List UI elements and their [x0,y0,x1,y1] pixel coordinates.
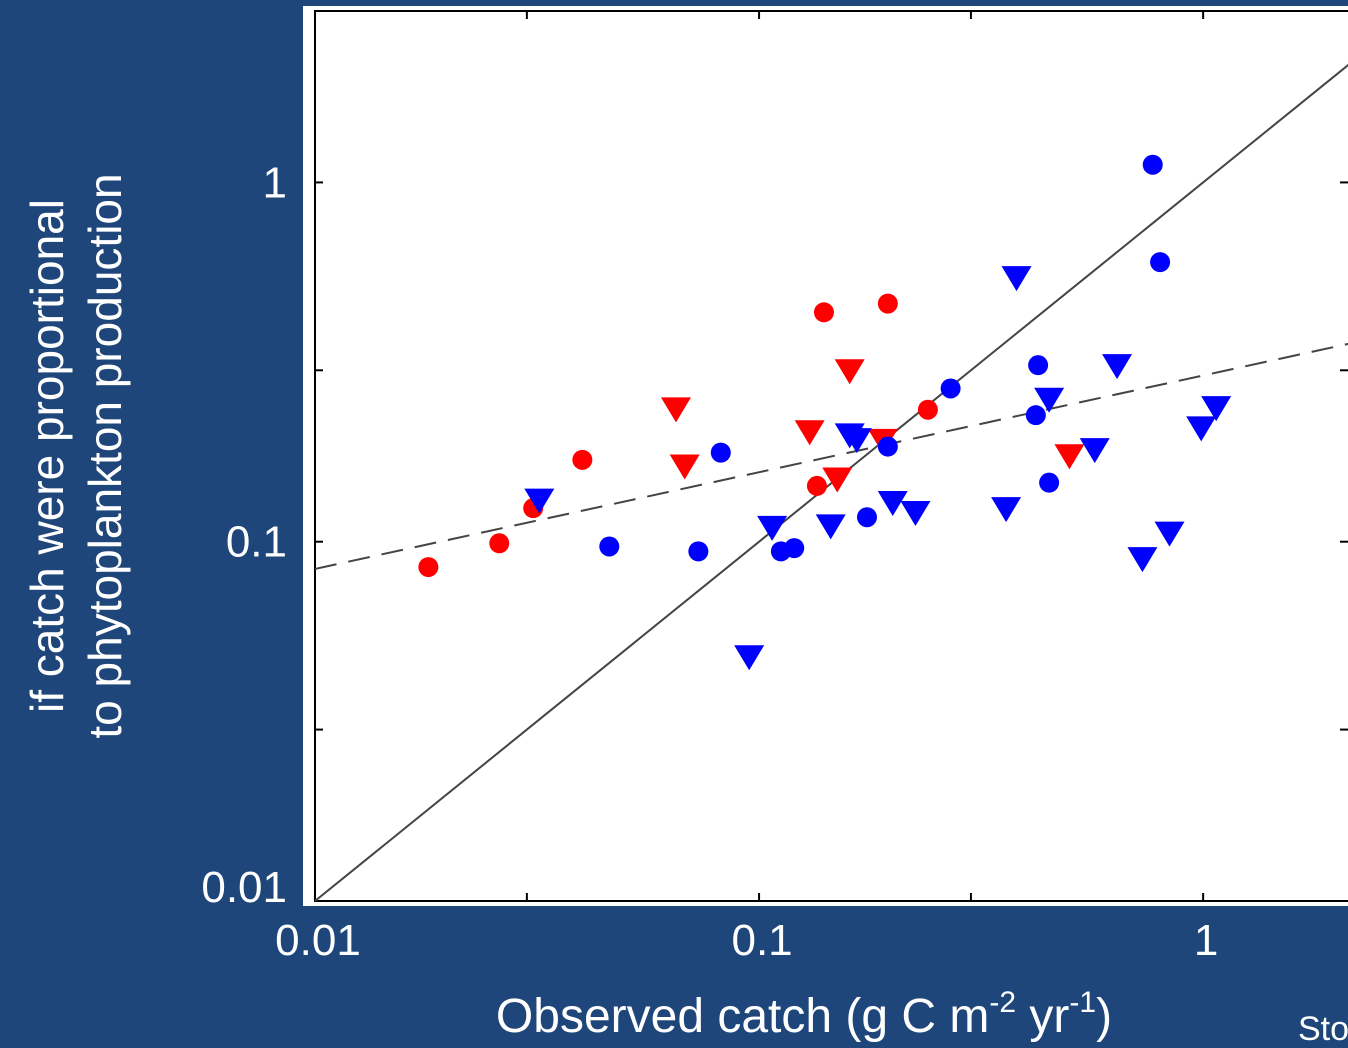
y-axis-label-line2: to phytoplankton production [79,173,131,738]
red-circle-point [806,475,827,496]
blue-triangle-point [1079,438,1110,464]
red-triangle-point [834,359,865,385]
x-axis-label-main: Observed catch (g C m [496,990,990,1043]
red-triangle-point [660,397,691,423]
blue-circle-point [940,378,961,399]
x-axis-label-sup1: -2 [989,986,1016,1019]
blue-triangle-point [1034,387,1065,413]
x-axis-label-end: ) [1096,990,1112,1043]
blue-circle-point [784,538,805,559]
tick-labels: 0.01 0.1 1 0.01 0.1 1 [201,158,1218,965]
red-circle-point [418,557,439,578]
blue-triangle-point [841,428,872,454]
red-circle-point [572,449,593,470]
x-tick-label: 0.01 [275,916,361,965]
x-axis-label-mid: yr [1016,990,1069,1043]
blue-triangle-point [1201,396,1232,422]
x-axis-label: Observed catch (g C m-2 yr-1) [496,986,1112,1043]
blue-triangle-point [1127,547,1158,573]
blue-triangle-point [1154,521,1185,547]
blue-circle-point [688,541,709,562]
red-triangle-point [669,454,700,480]
corner-text: Sto [1298,1010,1348,1043]
blue-triangle-point [757,515,788,541]
red-triangle-point [794,420,825,446]
blue-circle-point [1142,154,1163,175]
blue-circle-point [599,536,620,557]
red-circle-point [917,399,938,420]
blue-circle-point [856,507,877,528]
blue-triangle-point [877,490,908,516]
red-triangle-point [1054,444,1085,470]
one-to-one-line [314,63,1348,902]
blue-circle-point [1150,252,1171,273]
red-circle-point [489,533,510,554]
regression-line [314,342,1348,570]
data-points [418,154,1232,671]
blue-triangle-point [900,500,931,526]
axis-ticks [314,11,1348,902]
blue-circle-point [710,442,731,463]
red-circle-point [813,302,834,323]
blue-triangle-point [815,514,846,540]
blue-triangle-point [1102,354,1133,380]
red-triangle-point [822,467,853,493]
y-tick-label: 0.01 [201,863,287,912]
y-tick-label: 1 [263,158,287,207]
red-circle-point [877,293,898,314]
blue-circle-point [1039,472,1060,493]
x-tick-label: 1 [1194,916,1218,965]
blue-triangle-point [1186,416,1217,442]
x-axis-label-sup2: -1 [1069,986,1096,1019]
reference-lines [314,63,1348,902]
blue-triangle-point [1001,266,1032,292]
blue-triangle-point [524,488,555,514]
y-tick-label: 0.1 [226,518,287,567]
blue-circle-point [1028,355,1049,376]
blue-triangle-point [734,645,765,671]
y-axis-label-line1: if catch were proportional [21,199,73,713]
blue-circle-point [1025,405,1046,426]
blue-triangle-point [991,497,1022,523]
x-tick-label: 0.1 [731,916,792,965]
blue-circle-point [877,436,898,457]
